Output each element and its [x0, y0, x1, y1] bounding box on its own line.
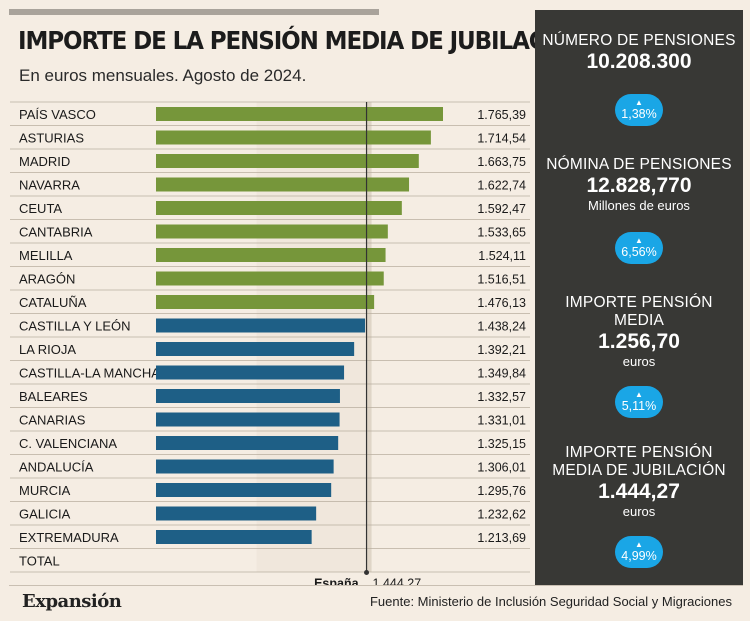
category-label: EXTREMADURA: [19, 530, 119, 545]
category-label: PAÍS VASCO: [19, 107, 96, 122]
total-label: TOTAL: [19, 554, 60, 569]
reference-value: 1.444,27: [373, 577, 422, 586]
bar: [156, 248, 386, 262]
bar: [156, 483, 332, 497]
kpi-label: NÓMINA DE PENSIONES: [546, 156, 732, 173]
value-label: 1.306,01: [477, 461, 526, 475]
category-label: MURCIA: [19, 483, 71, 498]
value-label: 1.765,39: [477, 108, 526, 122]
bar: [156, 201, 402, 215]
source-note: Fuente: Ministerio de Inclusión Segurida…: [369, 594, 732, 609]
kpi-label: IMPORTE PENSIÓN: [565, 294, 713, 311]
chart-subtitle: En euros mensuales. Agosto de 2024.: [19, 66, 307, 85]
bar: [156, 107, 443, 121]
value-label: 1.392,21: [477, 343, 526, 357]
bar: [156, 271, 384, 286]
bar: [156, 365, 345, 380]
footer-rule: [9, 585, 743, 586]
value-label: 1.476,13: [477, 296, 526, 310]
kpi-label: NÚMERO DE PENSIONES: [542, 32, 736, 49]
category-label: BALEARES: [19, 389, 88, 404]
change-value: 1,38%: [621, 107, 657, 121]
bar: [156, 295, 375, 309]
kpi-value: 1.444,27: [598, 480, 680, 503]
up-triangle-icon: ▲: [635, 98, 643, 107]
bar: [156, 130, 431, 145]
category-label: ARAGÓN: [19, 272, 75, 287]
brand-logo: Expansión: [22, 591, 122, 612]
kpi-average-retirement-pension: IMPORTE PENSIÓN MEDIA DE JUBILACIÓN 1.44…: [535, 444, 743, 520]
category-label: LA RIOJA: [19, 342, 76, 357]
value-label: 1.663,75: [477, 155, 526, 169]
kpi-unit: Millones de euros: [588, 198, 690, 213]
chart-title: IMPORTE DE LA PENSIÓN MEDIA DE JUBILACIÓ…: [18, 26, 590, 55]
top-rule: [9, 9, 379, 15]
value-label: 1.533,65: [477, 226, 526, 240]
bar: [156, 154, 419, 168]
change-value: 5,11%: [621, 399, 657, 413]
bar: [156, 530, 312, 544]
category-label: CANARIAS: [19, 413, 86, 428]
reference-dot: [364, 570, 370, 575]
category-label: ASTURIAS: [19, 131, 84, 146]
category-label: GALICIA: [19, 507, 71, 522]
kpi-pension-payroll: NÓMINA DE PENSIONES 12.828,770 Millones …: [535, 156, 743, 214]
value-label: 1.714,54: [477, 132, 526, 146]
reference-name: España: [314, 577, 360, 586]
value-label: 1.213,69: [477, 531, 526, 545]
value-label: 1.524,11: [478, 249, 526, 263]
category-label: MELILLA: [19, 248, 73, 263]
up-triangle-icon: ▲: [635, 236, 643, 245]
kpi-value: 1.256,70: [598, 330, 680, 353]
bar: [156, 412, 340, 427]
bar-chart: PAÍS VASCO 1.765,39 ASTURIAS 1.714,54 MADRID…: [10, 101, 530, 586]
change-badge: ▲ 6,56%: [615, 232, 663, 264]
change-value: 6,56%: [621, 245, 657, 259]
value-label: 1.325,15: [477, 437, 526, 451]
value-label: 1.332,57: [477, 390, 526, 404]
kpi-value: 10.208.300: [586, 50, 692, 73]
kpi-sidebar: NÚMERO DE PENSIONES 10.208.300 ▲ 1,38% N…: [535, 10, 743, 586]
bar: [156, 506, 317, 521]
category-label: CEUTA: [19, 201, 62, 216]
kpi-number-of-pensions: NÚMERO DE PENSIONES 10.208.300: [535, 32, 743, 74]
value-label: 1.592,47: [477, 202, 526, 216]
value-label: 1.331,01: [477, 414, 526, 428]
kpi-label: MEDIA: [613, 312, 665, 329]
category-label: CASTILLA Y LEÓN: [19, 319, 131, 334]
change-badge: ▲ 1,38%: [615, 94, 663, 126]
up-triangle-icon: ▲: [635, 540, 643, 549]
bar: [156, 389, 340, 403]
kpi-value: 12.828,770: [586, 174, 692, 197]
kpi-average-pension: IMPORTE PENSIÓN MEDIA 1.256,70 euros: [535, 294, 743, 370]
change-badge: ▲ 4,99%: [615, 536, 663, 568]
kpi-unit: euros: [622, 504, 656, 519]
category-label: CATALUÑA: [19, 295, 87, 310]
bar: [156, 224, 388, 239]
bar: [156, 436, 339, 450]
change-value: 4,99%: [621, 549, 657, 563]
category-label: NAVARRA: [19, 178, 80, 193]
bar: [156, 177, 410, 192]
value-label: 1.349,84: [477, 367, 526, 381]
bar: [156, 342, 355, 356]
up-triangle-icon: ▲: [635, 390, 643, 399]
value-label: 1.622,74: [477, 179, 526, 193]
kpi-unit: euros: [622, 354, 656, 369]
value-label: 1.295,76: [477, 484, 526, 498]
change-badge: ▲ 5,11%: [615, 386, 663, 418]
bar: [156, 318, 366, 333]
bar: [156, 459, 334, 474]
category-label: ANDALUCÍA: [19, 460, 94, 475]
category-label: MADRID: [19, 154, 70, 169]
category-label: CASTILLA-LA MANCHA: [19, 366, 160, 381]
value-label: 1.516,51: [477, 273, 526, 287]
category-label: C. VALENCIANA: [19, 436, 117, 451]
value-label: 1.438,24: [477, 320, 526, 334]
category-label: CANTABRIA: [19, 225, 93, 240]
kpi-label: MEDIA DE JUBILACIÓN: [552, 462, 726, 479]
value-label: 1.232,62: [477, 508, 526, 522]
kpi-label: IMPORTE PENSIÓN: [565, 444, 713, 461]
